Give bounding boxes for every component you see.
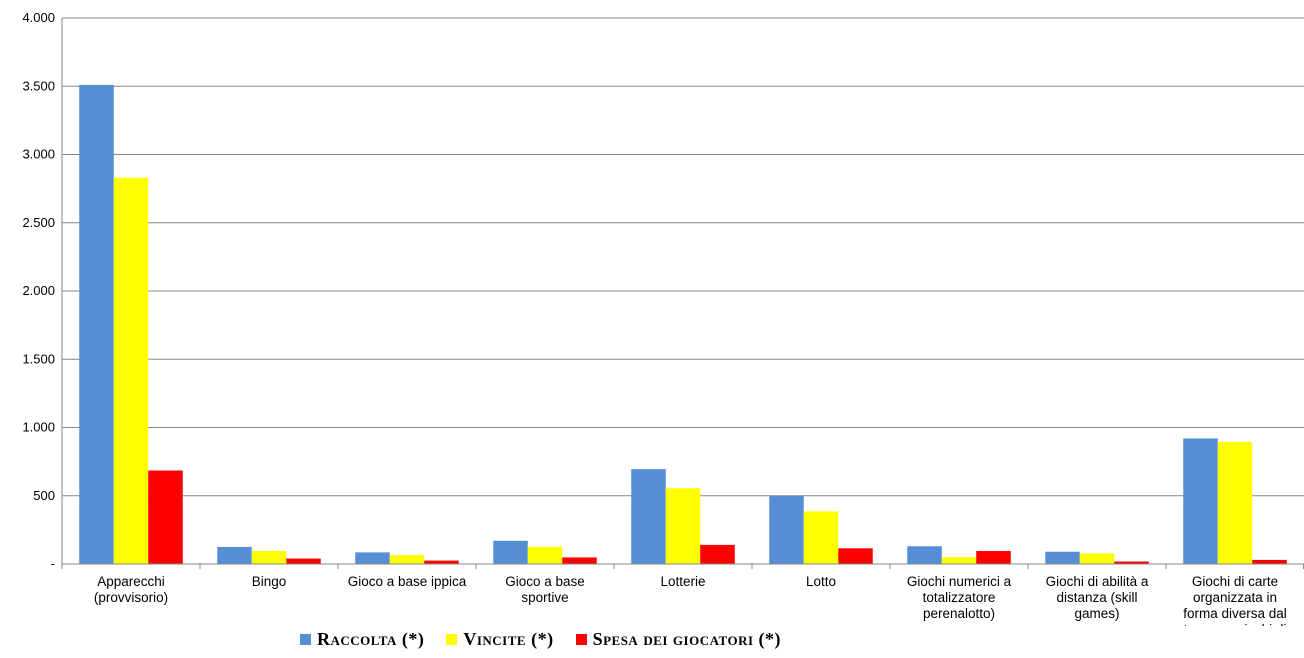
y-tick-label: 500	[33, 488, 55, 503]
x-category-label: Giochi di carte organizzata in forma diver…	[1180, 574, 1291, 626]
bars	[79, 84, 1287, 564]
y-tick-label: 3.000	[22, 147, 55, 162]
legend-label-spesa: Spesa dei giocatori (*)	[592, 628, 782, 649]
bar-chart: -5001.0001.5002.0002.5003.0003.5004.000 …	[22, 10, 1304, 626]
bar-1-7	[1079, 553, 1115, 564]
bar-1-0	[113, 177, 149, 564]
bar-2-2	[424, 560, 459, 564]
bar-2-1	[286, 558, 321, 564]
bar-1-5	[803, 511, 839, 564]
bar-0-6	[907, 546, 942, 564]
y-tick-label: 3.500	[22, 78, 55, 93]
x-category-label: Gioco a base ippica	[348, 574, 467, 589]
legend-item-spesa: Spesa dei giocatori (*)	[575, 628, 782, 650]
legend: Raccolta (*) Vincite (*) Spesa dei gioca…	[300, 626, 781, 652]
legend-label-vincite: Vincite (*)	[463, 628, 554, 649]
y-tick-label: 1.000	[22, 420, 55, 435]
y-tick-label: -	[51, 556, 55, 571]
bar-1-4	[665, 488, 701, 564]
x-category-label: Giochi numerici a totalizzatore perenalott…	[907, 574, 1012, 621]
bar-0-8	[1183, 438, 1218, 564]
bar-2-8	[1252, 559, 1287, 564]
x-category-label: Apparecchi (provvisorio)	[94, 574, 168, 605]
x-category-label: Bingo	[252, 574, 287, 589]
legend-label-raccolta: Raccolta (*)	[317, 628, 425, 649]
legend-item-vincite: Vincite (*)	[446, 629, 553, 650]
y-tick-label: 2.500	[22, 215, 55, 230]
bar-1-1	[251, 551, 287, 564]
bar-2-4	[700, 544, 735, 564]
x-axis: Apparecchi (provvisorio) Bingo Gioco a base…	[61, 563, 1304, 626]
bar-0-3	[493, 540, 528, 564]
legend-swatch-vincite	[446, 633, 458, 645]
y-tick-label: 1.500	[22, 351, 55, 366]
bar-0-1	[217, 546, 252, 564]
x-category-label: Giochi di abilità a distanza (skill games)	[1046, 574, 1149, 621]
bar-0-5	[769, 495, 804, 564]
bar-1-8	[1217, 441, 1253, 564]
bar-0-7	[1045, 551, 1080, 564]
bar-1-3	[527, 546, 563, 564]
legend-item-raccolta: Raccolta (*)	[300, 629, 424, 650]
bar-0-2	[355, 552, 390, 564]
bar-2-5	[838, 548, 873, 564]
bar-2-7	[1114, 561, 1149, 564]
legend-swatch-raccolta	[300, 633, 311, 645]
x-category-label: Lotterie	[660, 574, 705, 589]
bar-2-6	[976, 551, 1011, 564]
x-category-label: Lotto	[806, 574, 836, 589]
legend-swatch-spesa	[575, 633, 587, 645]
gridlines	[62, 17, 1304, 497]
y-axis: - 500 1.000 1.500 2.000 2.500 3.000 3.500 4.000	[22, 10, 63, 571]
bar-1-6	[941, 557, 977, 564]
bar-0-0	[79, 84, 114, 564]
y-tick-label: 4.000	[22, 10, 55, 25]
y-tick-label: 2.000	[22, 283, 55, 298]
bar-2-3	[562, 557, 597, 564]
bar-0-4	[631, 469, 666, 564]
bar-1-2	[389, 555, 425, 564]
x-category-label: Gioco a base sportive	[505, 574, 585, 605]
bar-2-0	[148, 470, 183, 564]
